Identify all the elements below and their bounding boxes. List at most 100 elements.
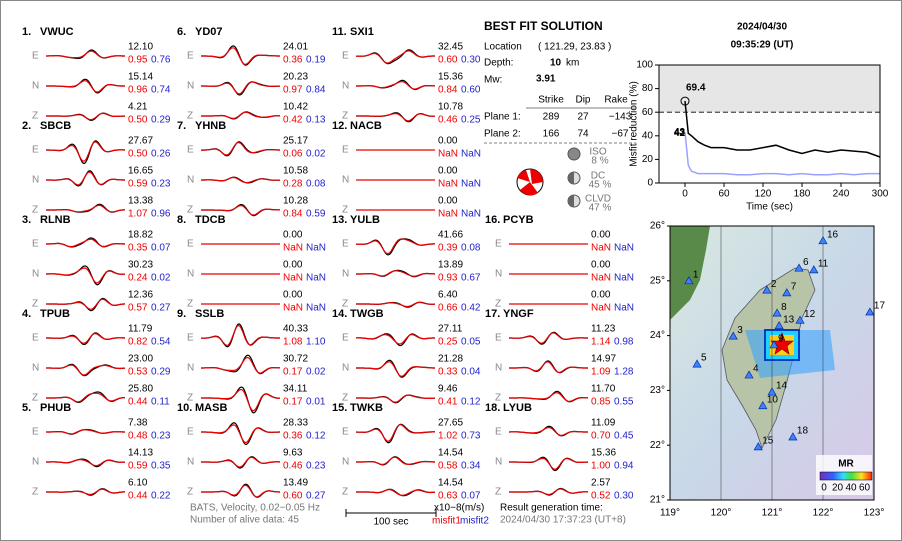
- synthetic-waveform: [46, 267, 125, 284]
- synthetic-waveform: [46, 171, 125, 186]
- misfit2: 0.96: [151, 209, 171, 220]
- station-marker: [744, 370, 754, 379]
- map-y-label: 26°: [650, 221, 665, 232]
- misfit1: 0.46: [438, 115, 458, 126]
- synthetic-waveform: [509, 457, 589, 470]
- misfit1: 0.33: [438, 367, 458, 378]
- station-name: RLNB: [40, 214, 71, 226]
- x-tick-label: 60: [718, 189, 730, 200]
- station-label: 15: [762, 435, 774, 446]
- misfit2: 0.12: [461, 397, 481, 408]
- station-number: 5.: [22, 402, 31, 414]
- station-name: YNGF: [503, 308, 534, 320]
- station-label: 4: [753, 364, 759, 375]
- station-marker: [728, 331, 738, 340]
- synthetic-waveform: [46, 141, 125, 162]
- amplitude: 14.97: [591, 354, 616, 365]
- colorbar: [819, 471, 873, 481]
- station-marker: [809, 265, 819, 274]
- amplitude: 0.00: [283, 230, 303, 241]
- station-number: 8.: [177, 214, 186, 226]
- misfit2: NaN: [614, 303, 634, 314]
- component-label: Z: [187, 393, 193, 404]
- station-marker: [774, 321, 784, 330]
- amplitude: 16.65: [128, 166, 153, 177]
- misfit1: 0.42: [283, 115, 303, 126]
- misfit1: 1.07: [128, 209, 148, 220]
- component-label: Z: [32, 393, 38, 404]
- misfit1: 0.36: [283, 431, 303, 442]
- station-marker: [782, 288, 792, 297]
- misfit2: 1.28: [614, 367, 634, 378]
- misfit1: NaN: [438, 179, 458, 190]
- colorbar-tick: 60: [859, 483, 871, 494]
- synthetic-waveform: [356, 301, 435, 308]
- misfit-line: [684, 132, 880, 176]
- station-name: TDCB: [195, 214, 226, 226]
- misfit1: 1.02: [438, 431, 458, 442]
- component-label: Z: [495, 487, 501, 498]
- y-tick-label: 0: [647, 178, 653, 189]
- y-axis-label: Misfit reduction (%): [629, 81, 640, 167]
- misfit1: 0.84: [438, 85, 458, 96]
- station-number: 7.: [177, 120, 186, 132]
- station-number: 16.: [485, 214, 500, 226]
- synthetic-waveform: [509, 488, 588, 496]
- amplitude: 15.36: [438, 72, 463, 83]
- info: BATS, Velocity, 0.02−0.05 Hz: [190, 503, 320, 514]
- amplitude: 9.63: [283, 448, 303, 459]
- component-name: ISO: [589, 147, 606, 158]
- component-label: N: [32, 457, 39, 468]
- misfit1: 0.95: [128, 55, 148, 66]
- misfit1: 0.50: [128, 149, 148, 160]
- component-label: E: [187, 145, 194, 156]
- misfit2: NaN: [461, 209, 481, 220]
- component-label: N: [187, 175, 194, 186]
- plane-value: 166: [543, 129, 560, 140]
- station-number: 13.: [332, 214, 347, 226]
- synthetic-waveform: [201, 324, 280, 346]
- y-tick-label: 20: [642, 154, 654, 165]
- misfit2: NaN: [614, 243, 634, 254]
- amplitude: 11.70: [591, 384, 616, 395]
- component-label: E: [32, 51, 39, 62]
- amplitude: 14.54: [438, 448, 463, 459]
- station-marker: [684, 276, 694, 285]
- x-tick-label: 180: [794, 189, 811, 200]
- synthetic-waveform: [46, 80, 125, 93]
- y-tick-label: 80: [642, 83, 654, 94]
- plane-value: −143: [609, 112, 632, 123]
- station-label: 6: [803, 257, 809, 268]
- component-label: E: [342, 333, 349, 344]
- station-label: 7: [791, 281, 797, 292]
- synthetic-waveform: [356, 394, 436, 403]
- component-pct: 47 %: [589, 203, 612, 214]
- misfit1: 0.85: [591, 397, 611, 408]
- component-label: Z: [32, 111, 38, 122]
- station-label: 9: [778, 334, 784, 345]
- misfit2: 0.27: [151, 303, 171, 314]
- colorbar-tick: 20: [832, 483, 844, 494]
- synthetic-waveform: [46, 238, 125, 248]
- misfit2: 0.35: [151, 461, 171, 472]
- station-name: SXI1: [350, 26, 374, 38]
- amplitude: 25.17: [283, 136, 308, 147]
- component-label: N: [187, 363, 194, 374]
- misfit2: 0.26: [151, 149, 171, 160]
- station-label: 14: [776, 381, 788, 392]
- station-name: TWKB: [350, 402, 383, 414]
- synthetic-waveform: [509, 332, 588, 344]
- annotation: 69.4: [686, 83, 706, 94]
- misfit1: 0.59: [128, 461, 148, 472]
- depth: 10: [550, 58, 562, 69]
- amplitude: 32.45: [438, 42, 463, 53]
- station-marker: [769, 340, 779, 349]
- station-marker: [762, 285, 772, 294]
- colorbar-title: MR: [838, 459, 854, 470]
- misfit2: 0.30: [461, 55, 481, 66]
- misfit2: 1.10: [306, 337, 326, 348]
- component-label: E: [187, 427, 194, 438]
- synthetic-waveform: [201, 141, 280, 156]
- misfit-line: [684, 133, 881, 164]
- component-label: Z: [32, 299, 38, 310]
